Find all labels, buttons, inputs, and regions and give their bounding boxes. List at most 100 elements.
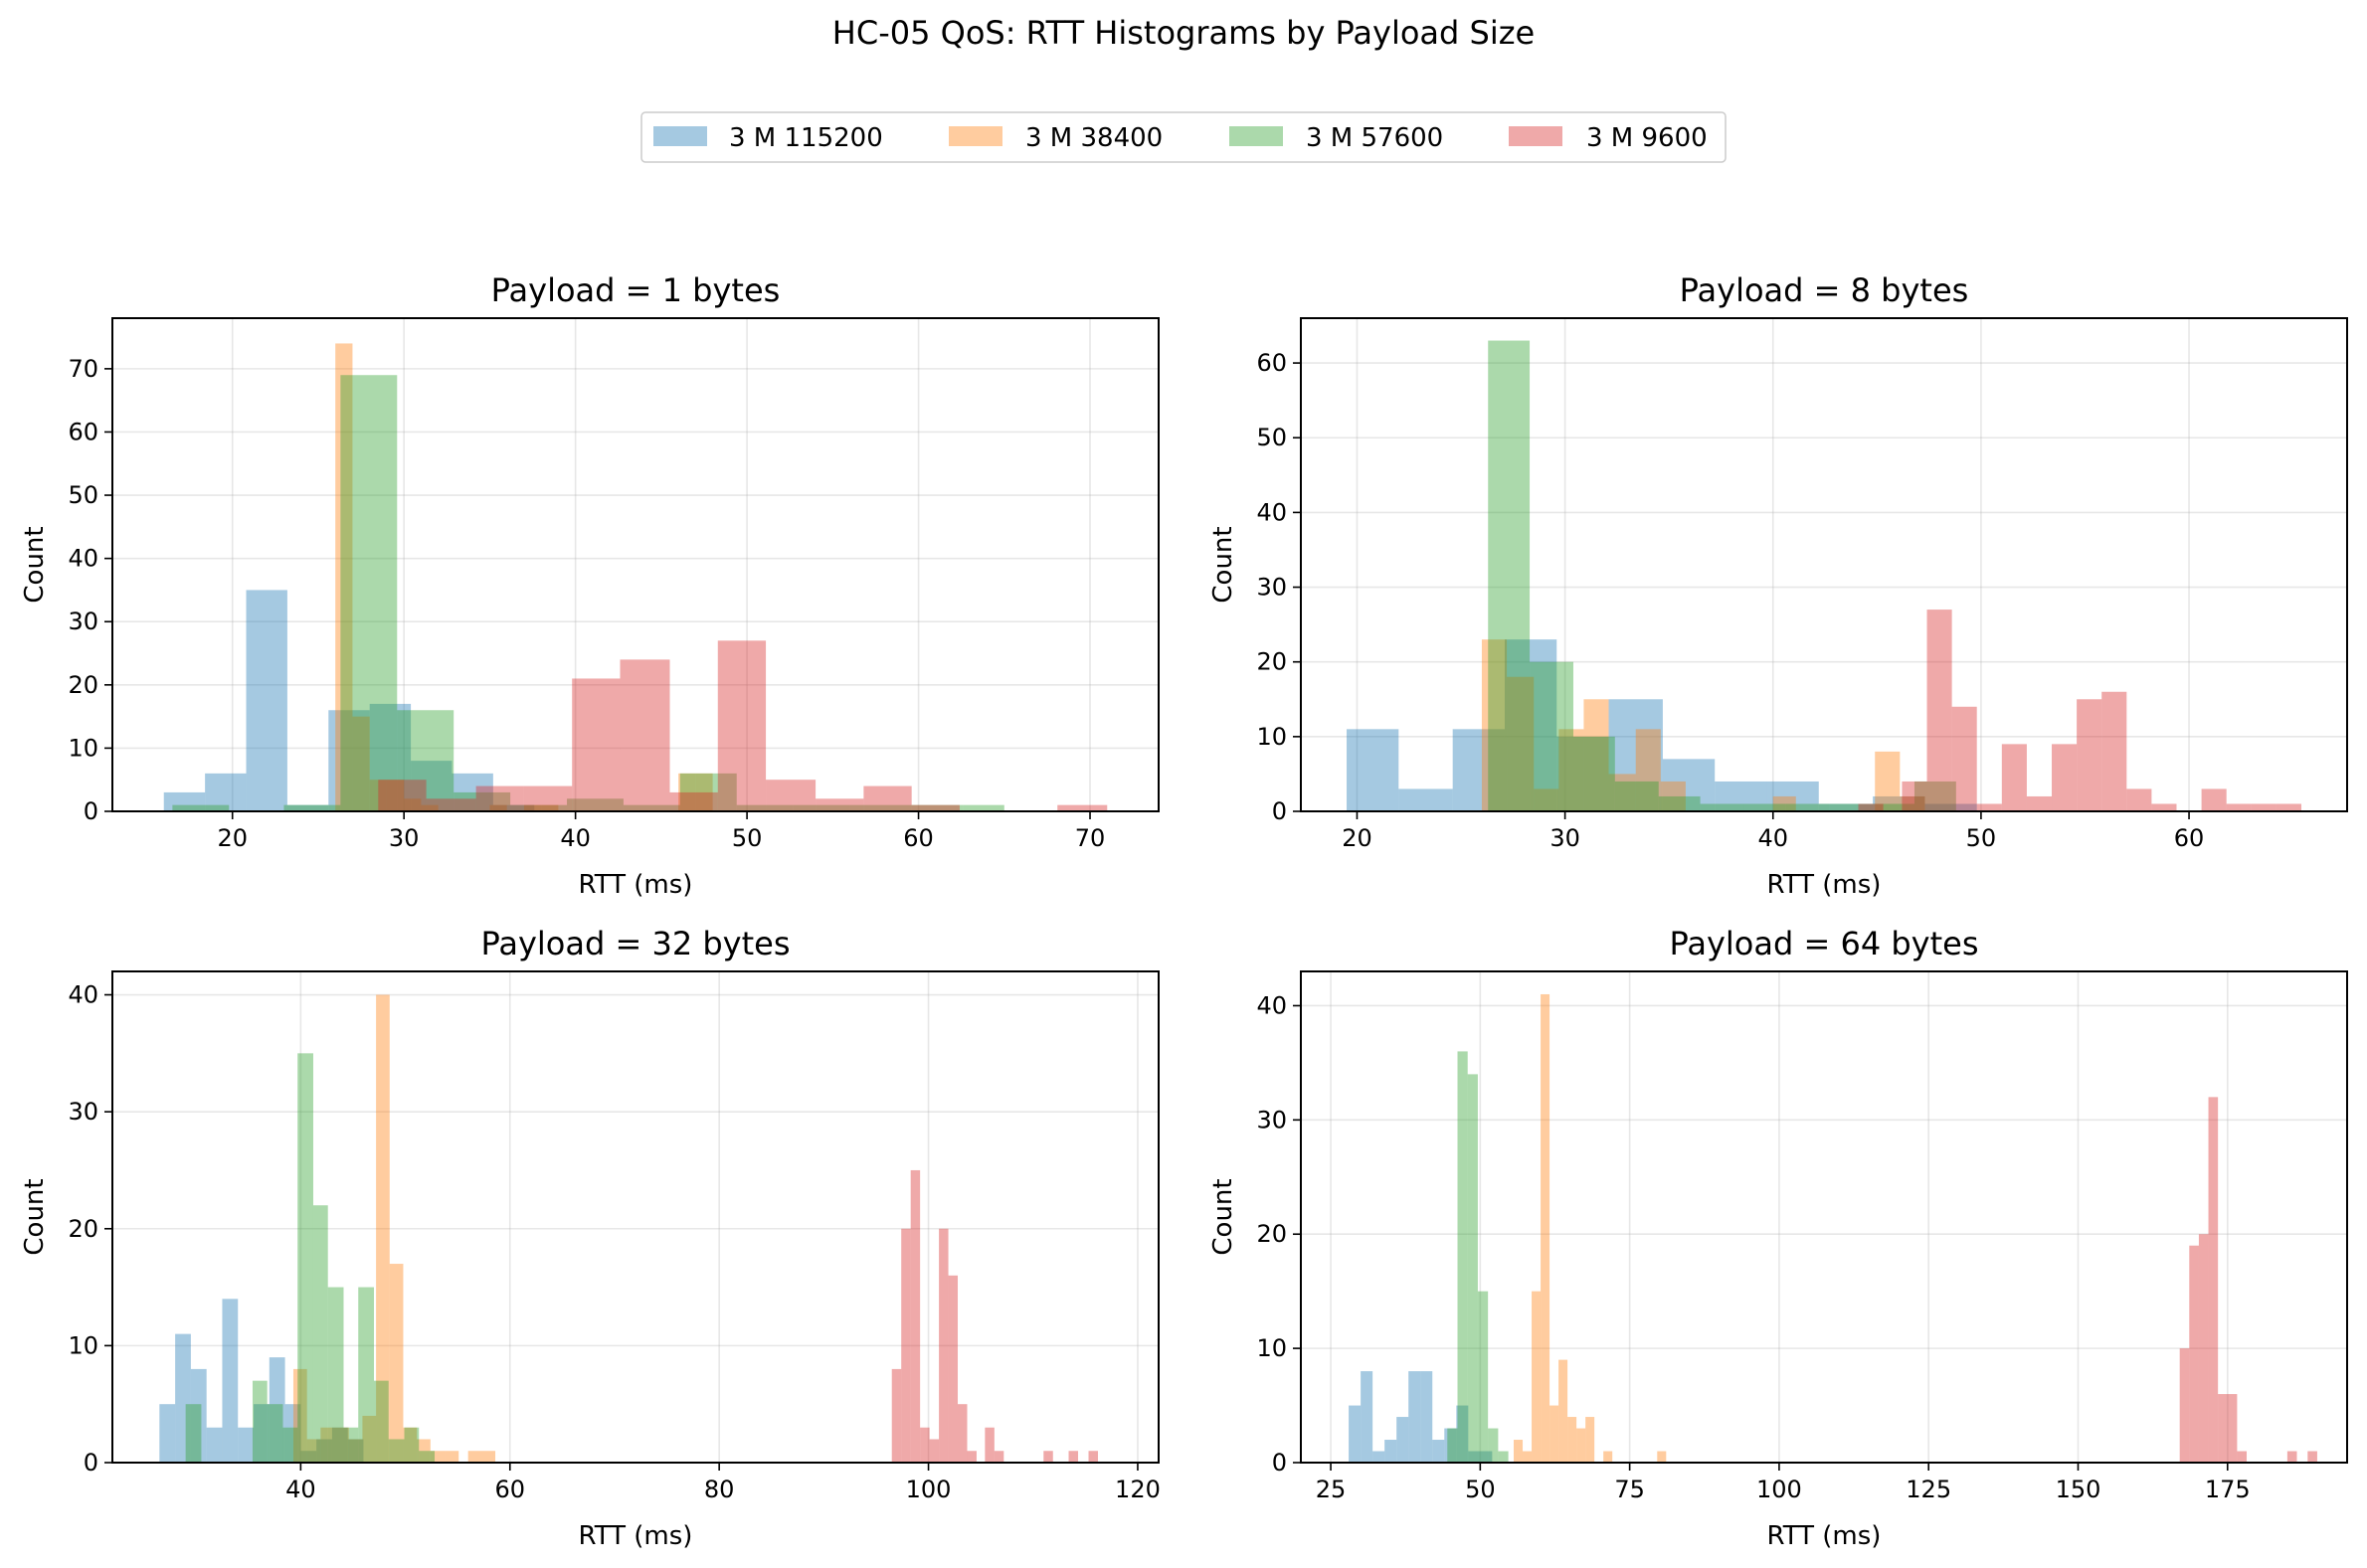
x-tick-label: 70 [1075, 824, 1106, 852]
histogram-bar [1408, 1371, 1421, 1463]
histogram-bar [246, 590, 287, 811]
series-3-m-115200 [1349, 1371, 1493, 1463]
histogram-bar [205, 773, 247, 811]
histogram-bar [269, 1357, 285, 1463]
axes-frame [111, 317, 1160, 812]
histogram-bar [1875, 751, 1901, 811]
histogram-bar [1608, 699, 1663, 811]
histogram-bar [238, 1427, 255, 1463]
histogram-bar [906, 804, 964, 811]
histogram-bar [292, 1368, 307, 1463]
histogram-bar [2307, 1451, 2317, 1463]
histogram-bar [1398, 788, 1453, 811]
x-axis-label: RTT (ms) [579, 870, 693, 900]
series-3-m-9600 [891, 1169, 1098, 1463]
x-tick-label: 75 [1614, 1476, 1645, 1503]
histogram-bar [1507, 676, 1535, 811]
histogram-bar [623, 804, 680, 811]
histogram-bar [320, 1427, 335, 1463]
y-tick-label: 30 [1256, 1106, 1287, 1133]
histogram-bar [1396, 1417, 1409, 1463]
histogram-bar [2001, 744, 2027, 811]
histogram-bar [404, 1427, 420, 1463]
series-3-m-9600 [378, 640, 1108, 811]
x-tick-label: 50 [1966, 824, 1997, 852]
histogram-bar [1558, 729, 1584, 811]
x-tick-label: 40 [1757, 824, 1788, 852]
histogram-bar [939, 1228, 949, 1463]
histogram-bar [492, 804, 535, 811]
histogram-bar [334, 1427, 349, 1463]
legend-swatch-3 [1229, 126, 1283, 146]
histogram-bar [206, 1427, 223, 1463]
histogram-bar [1926, 610, 1952, 811]
histogram-bar [1361, 1371, 1373, 1463]
histogram-bar [1530, 661, 1573, 811]
legend-entry-3: 3 M 57600 [1229, 123, 1443, 153]
subplot-title: Payload = 1 bytes [491, 271, 781, 309]
histogram-bar [2251, 803, 2276, 811]
histogram-bar [1558, 1359, 1568, 1463]
series-3-m-57600 [1447, 1051, 1509, 1463]
histogram-bar [1532, 1291, 1542, 1463]
histogram-bar [1662, 759, 1716, 811]
x-tick-label: 175 [2205, 1476, 2251, 1503]
x-tick-label: 150 [2056, 1476, 2101, 1503]
legend-entry-2: 3 M 38400 [949, 123, 1163, 153]
histogram-bar [678, 773, 696, 811]
y-tick-label: 40 [1256, 498, 1287, 526]
histogram-bar [1504, 639, 1557, 811]
histogram-bar [454, 791, 511, 811]
histogram-bar [404, 798, 422, 811]
histogram-bar [510, 804, 568, 811]
histogram-bar [369, 780, 387, 811]
histogram-bar [679, 773, 737, 811]
histogram-bar [2237, 1451, 2248, 1463]
histogram-bar [2286, 1451, 2297, 1463]
histogram-bar [1456, 1405, 1469, 1463]
series-3-m-57600 [1488, 340, 1956, 811]
x-axis-label: RTT (ms) [1767, 1521, 1882, 1551]
histogram-bar [445, 1451, 459, 1463]
histogram-bar [1043, 1451, 1053, 1463]
x-tick-label: 100 [1756, 1476, 1802, 1503]
histogram-bar [1057, 804, 1108, 811]
legend-swatch-1 [653, 126, 707, 146]
series-3-m-115200 [159, 1299, 364, 1463]
histogram-bar [2201, 788, 2227, 811]
x-tick-label: 30 [1549, 824, 1580, 852]
histogram-bar [1700, 803, 1744, 811]
histogram-bar [1088, 1451, 1098, 1463]
histogram-bar [523, 785, 573, 811]
legend-swatch-2 [949, 126, 1002, 146]
histogram-bar [1523, 1451, 1533, 1463]
x-tick-label: 20 [217, 824, 248, 852]
histogram-bar [297, 1053, 313, 1463]
subplot-payload-64: Payload = 64 bytes 25 50 75 100 125 150 175 0 10… [1208, 925, 2348, 1551]
plot-area: 20 30 40 50 60 70 0 10 20 30 40 50 60 70 [68, 317, 1160, 852]
histogram-bar [352, 716, 370, 811]
histogram-bar [985, 1427, 995, 1463]
histogram-bar [1468, 1451, 1481, 1463]
y-tick-label: 20 [68, 1215, 98, 1243]
histogram-bar [2179, 1348, 2190, 1463]
y-axis-label: Count [1208, 526, 1238, 603]
y-tick-label: 50 [68, 481, 98, 509]
histogram-bar [1715, 781, 1767, 811]
x-tick-label: 20 [1342, 824, 1372, 852]
x-tick-label: 60 [903, 824, 934, 852]
histogram-bar [1900, 795, 1925, 811]
histogram-bar [1477, 1291, 1489, 1463]
histogram-bar [347, 1439, 364, 1463]
histogram-bar [1614, 781, 1659, 811]
histogram-bar [1447, 1428, 1458, 1463]
histogram-bar [1488, 340, 1531, 811]
histogram-bar [1660, 781, 1686, 811]
histogram-bar [389, 1264, 404, 1463]
histogram-bar [2227, 1394, 2238, 1463]
histogram-bar [1498, 1451, 1509, 1463]
histogram-bar [386, 780, 405, 811]
plot-area: 20 30 40 50 60 0 10 20 30 40 50 60 [1256, 317, 2348, 852]
histogram-bar [2218, 1394, 2228, 1463]
axes-frame [1300, 970, 2348, 1464]
